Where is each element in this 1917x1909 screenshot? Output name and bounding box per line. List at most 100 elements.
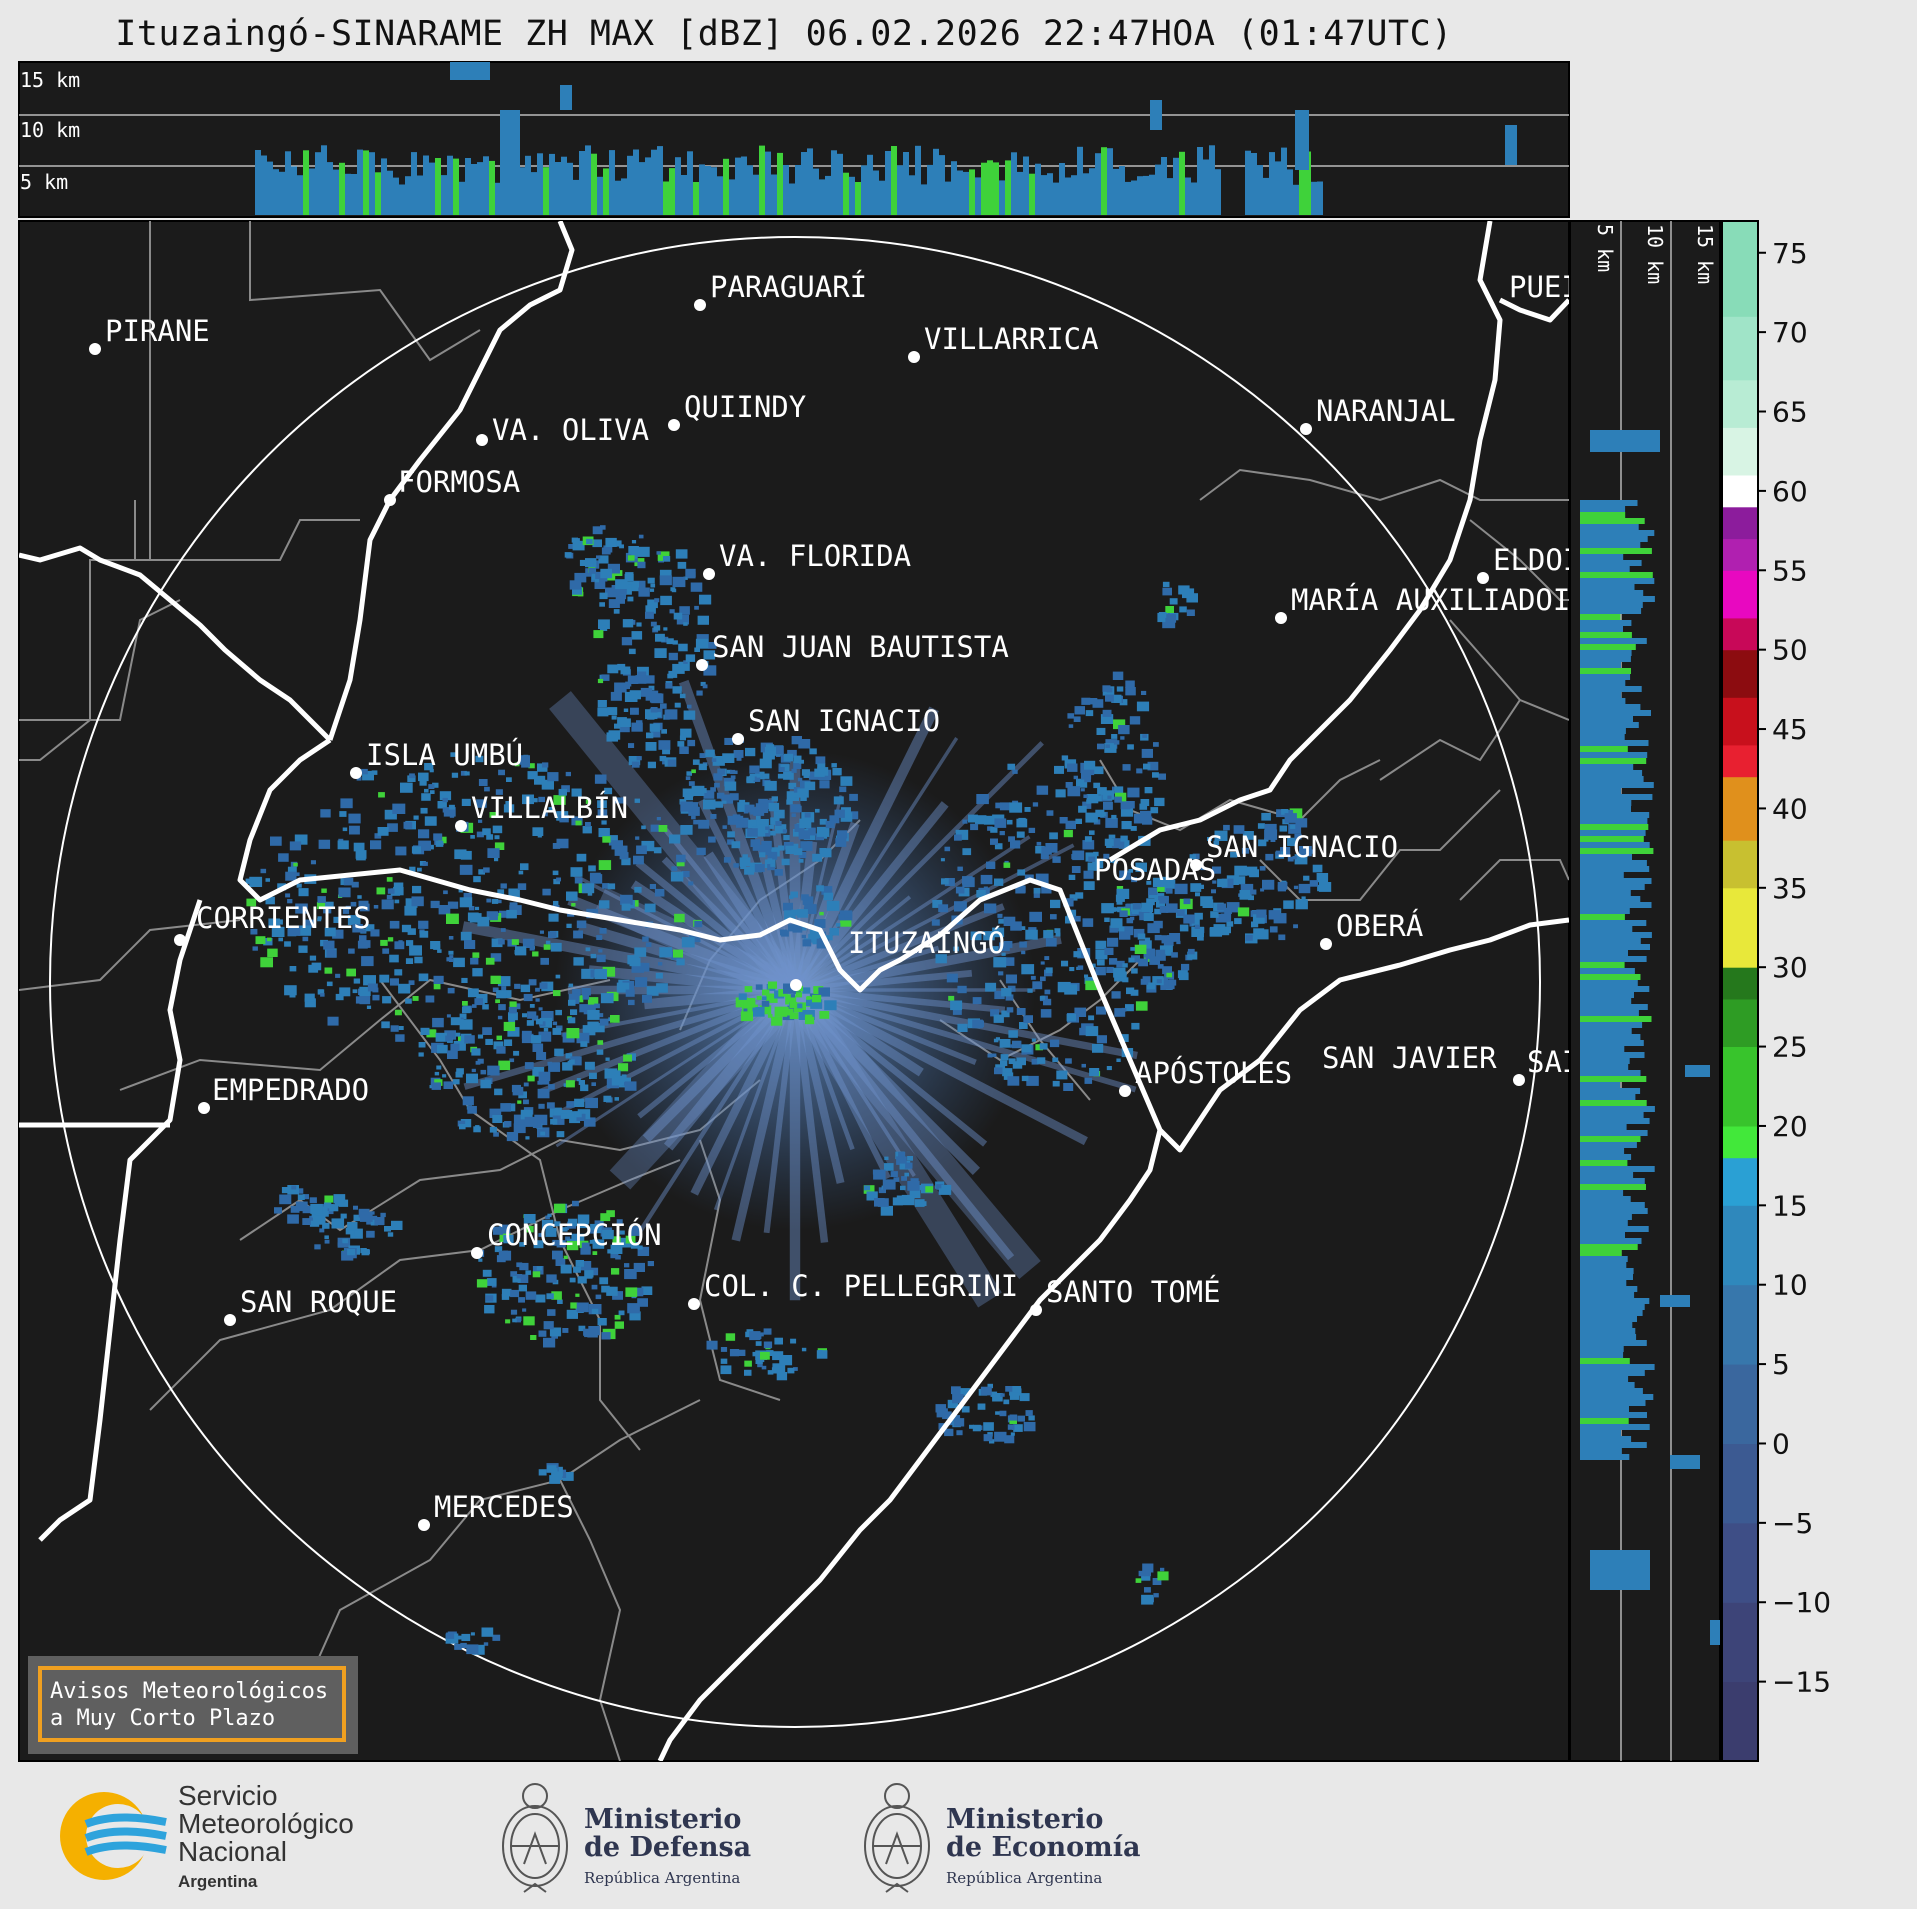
echo-cell <box>317 918 322 922</box>
echo-cell <box>1107 795 1112 799</box>
echo-cell <box>392 803 406 814</box>
echo-cell <box>607 883 616 890</box>
echo-cell <box>584 1061 595 1070</box>
echo-cell <box>621 903 631 911</box>
echo-cell <box>993 957 1007 968</box>
echo-cell <box>1010 1432 1015 1436</box>
echo-cell <box>1018 817 1026 824</box>
echo-cell <box>599 1018 609 1026</box>
echo-row <box>1580 836 1644 842</box>
echo-column <box>1023 156 1029 215</box>
echo-row <box>1580 1028 1632 1034</box>
echo-cell <box>378 792 385 798</box>
echo-cell <box>571 903 576 907</box>
echo-cell <box>607 1069 617 1077</box>
echo-cell <box>406 940 414 946</box>
echo-cell <box>508 1012 518 1021</box>
echo-cell <box>454 849 467 860</box>
echo-cell <box>529 946 535 951</box>
echo-cell <box>994 990 1005 1000</box>
echo-cell <box>538 1103 545 1109</box>
echo-cell <box>816 885 824 892</box>
echo-cell <box>611 715 617 720</box>
echo-cell <box>389 954 399 963</box>
echo-cell <box>1237 907 1250 917</box>
echo-column <box>387 170 393 215</box>
echo-cell <box>509 1058 515 1063</box>
echo-cell <box>1024 807 1031 812</box>
echo-cell <box>819 1011 830 1019</box>
echo-cell <box>1085 980 1098 991</box>
defensa-line1: Ministerio <box>584 1804 742 1835</box>
echo-cell <box>619 544 624 549</box>
echo-cell <box>485 957 495 965</box>
echo-cell <box>1017 869 1026 876</box>
country-borders <box>19 221 1569 1761</box>
echo-cell <box>263 938 273 946</box>
echo-cell <box>351 881 359 888</box>
echo-cell <box>1253 928 1265 938</box>
echo-cell <box>476 831 484 838</box>
echo-cell <box>593 630 604 639</box>
echo-cell <box>815 808 820 813</box>
clutter-ray <box>703 851 800 993</box>
echo-cell <box>951 1386 961 1395</box>
warning-box[interactable]: Avisos Meteorológicos a Muy Corto Plazo <box>28 1656 358 1754</box>
echo-cell <box>398 983 411 994</box>
echo-row <box>1580 908 1630 914</box>
echo-cell <box>1224 907 1232 914</box>
echo-cell <box>729 793 739 801</box>
echo-cell <box>976 890 986 898</box>
echo-cell <box>975 815 987 825</box>
echo-column <box>1203 159 1209 215</box>
echo-cell <box>1153 920 1163 929</box>
echo-column <box>729 179 735 215</box>
echo-cell <box>756 771 764 778</box>
echo-cell <box>450 1017 461 1026</box>
echo-cell <box>816 938 829 949</box>
echo-cell <box>359 1211 373 1222</box>
colorbar-band <box>1722 1602 1758 1683</box>
echo-cell <box>1161 977 1169 983</box>
echo-cell <box>658 825 668 832</box>
echo-cell <box>1257 823 1265 829</box>
echo-column <box>651 149 657 215</box>
echo-column <box>405 176 411 215</box>
echo-cell <box>589 1229 595 1234</box>
echo-cell <box>1183 898 1191 905</box>
echo-cell <box>656 551 661 555</box>
echo-cell <box>762 996 767 1001</box>
echo-cell <box>1217 878 1228 888</box>
echo-cell <box>548 1062 561 1072</box>
echo-cell <box>472 952 480 958</box>
echo-cell <box>1030 975 1036 980</box>
echo-cell <box>516 1262 523 1268</box>
echo-cell <box>722 753 735 763</box>
echo-cell <box>892 1197 903 1206</box>
echo-cell <box>627 596 634 602</box>
echo-cell <box>418 1052 424 1057</box>
echo-cell <box>649 884 656 889</box>
echo-cell <box>1143 912 1154 921</box>
echo-cell <box>603 1095 612 1102</box>
echo-cell <box>460 1642 467 1649</box>
echo-cell <box>1093 795 1102 802</box>
echo-cell <box>1101 903 1114 914</box>
echo-cell <box>473 876 481 883</box>
city-label: QUIINDY <box>684 390 806 424</box>
echo-column <box>1299 166 1305 215</box>
colorbar-band <box>1722 1284 1758 1365</box>
echo-cell <box>1009 1414 1018 1421</box>
echo-cell <box>660 703 667 709</box>
echo-row <box>1580 1274 1633 1280</box>
echo-cell <box>630 707 639 715</box>
echo-cell <box>1240 883 1254 894</box>
echo-cell <box>1137 933 1146 940</box>
echo-cell <box>987 826 993 831</box>
echo-cell <box>673 612 683 620</box>
echo-cell <box>671 866 678 871</box>
colorbar-tick-label: −15 <box>1772 1666 1831 1699</box>
echo-column <box>693 182 699 215</box>
echo-cell <box>673 949 683 958</box>
